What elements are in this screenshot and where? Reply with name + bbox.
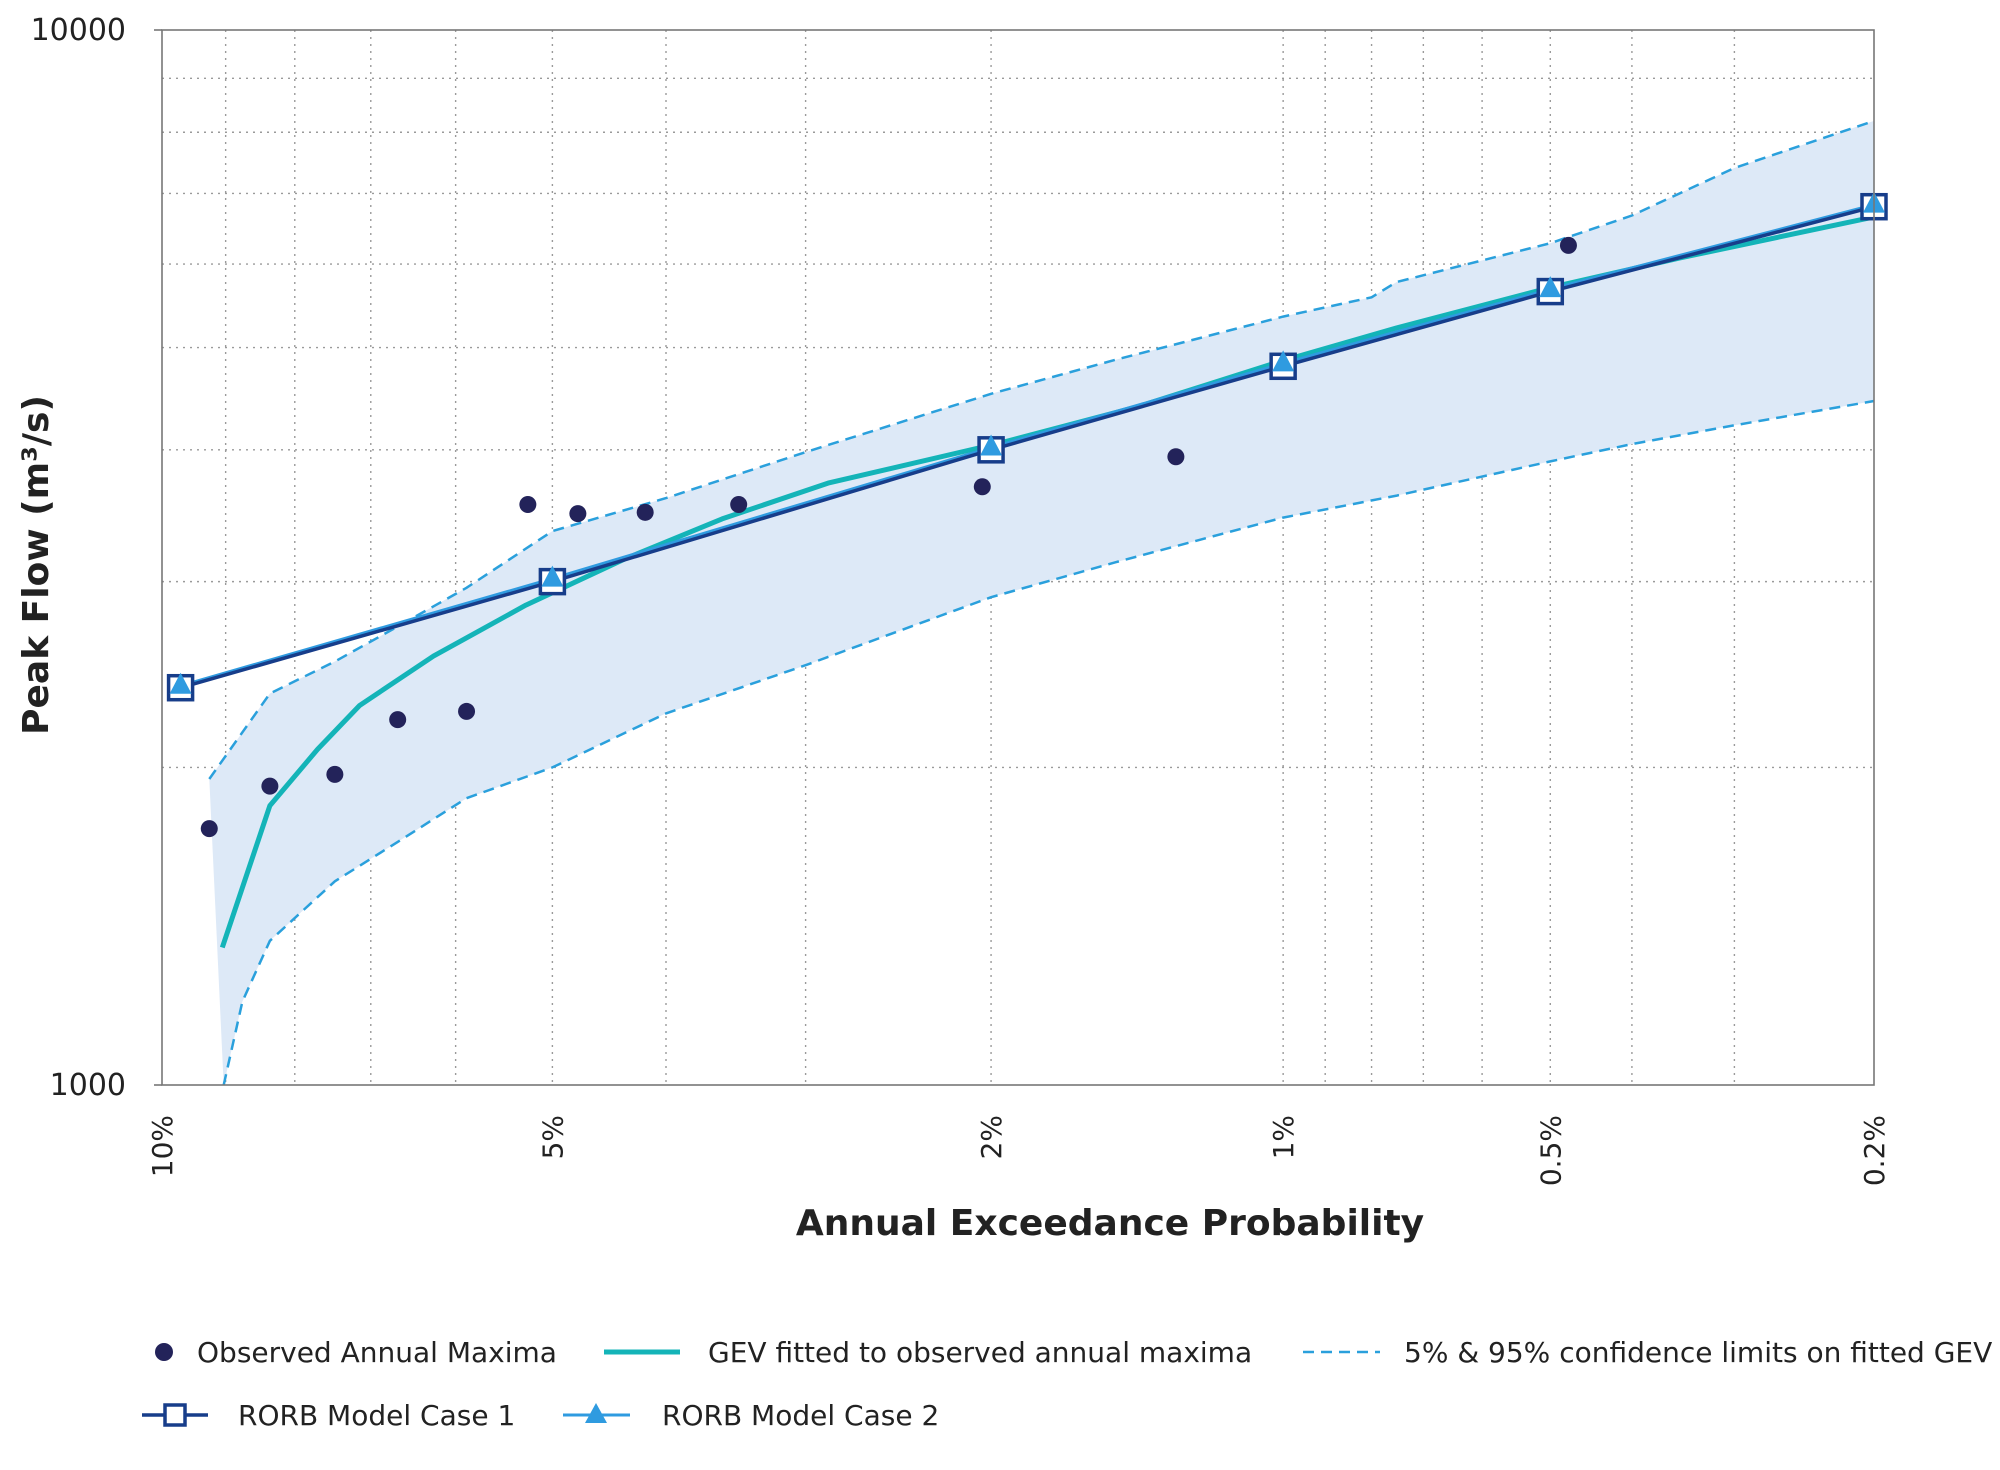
case2-line — [180, 203, 1875, 688]
legend-case2-marker — [585, 1403, 607, 1423]
grid — [162, 30, 1874, 1085]
axes — [154, 29, 1875, 1086]
observed-point — [200, 820, 218, 838]
legend-item-observed: Observed Annual Maxima — [155, 1336, 557, 1369]
observed-point — [519, 496, 537, 514]
y-tick-label: 1000 — [50, 1068, 126, 1103]
confidence-lower-line — [222, 399, 1875, 1086]
observed-point — [1559, 236, 1577, 254]
y-tick-label: 10000 — [31, 13, 126, 48]
y-axis-title: Peak Flow (m³/s) — [16, 395, 57, 735]
legend-case2-label: RORB Model Case 2 — [662, 1399, 939, 1432]
x-tick-label: 10% — [146, 1115, 179, 1177]
case2-marker — [541, 565, 564, 587]
case1-line — [180, 205, 1875, 690]
legend: Observed Annual Maxima GEV fitted to obs… — [142, 1336, 1992, 1432]
legend-item-gev: GEV fitted to observed annual maxima — [604, 1336, 1252, 1369]
case2-marker — [1539, 276, 1562, 298]
case2-marker — [980, 434, 1003, 456]
observed-point — [973, 478, 991, 496]
x-tick-label: 1% — [1267, 1115, 1300, 1159]
x-axis-title: Annual Exceedance Probability — [796, 1203, 1424, 1244]
observed-point — [261, 777, 279, 795]
legend-confidence-label: 5% & 95% confidence limits on fitted GEV — [1404, 1336, 1992, 1369]
legend-item-case2: RORB Model Case 2 — [563, 1399, 939, 1432]
legend-item-case1: RORB Model Case 1 — [142, 1399, 515, 1432]
observed-point — [458, 702, 476, 720]
legend-case1-label: RORB Model Case 1 — [238, 1399, 515, 1432]
confidence-band — [209, 120, 1874, 1085]
tick-labels: 1000 10000 10% 5% 2% 1% 0.5% 0.2% — [31, 13, 1891, 1186]
gev-line — [219, 214, 1875, 949]
x-tick-label: 0.2% — [1858, 1115, 1891, 1186]
observed-point — [569, 505, 587, 523]
legend-observed-marker — [155, 1343, 173, 1361]
observed-point — [326, 765, 344, 783]
observed-point — [730, 496, 748, 514]
legend-case1-marker — [163, 1403, 187, 1427]
legend-item-confidence: 5% & 95% confidence limits on fitted GEV — [1303, 1336, 1992, 1369]
confidence-upper-line — [208, 119, 1875, 780]
x-tick-label: 2% — [975, 1115, 1008, 1159]
legend-observed-label: Observed Annual Maxima — [197, 1336, 557, 1369]
observed-point — [389, 711, 407, 729]
observed-point — [1167, 448, 1185, 466]
case2-marker — [169, 672, 192, 694]
x-tick-label: 5% — [536, 1115, 569, 1159]
x-tick-label: 0.5% — [1534, 1115, 1567, 1186]
plot-frame — [161, 29, 1875, 1086]
observed-point — [636, 503, 654, 521]
case2-marker — [1272, 350, 1295, 372]
legend-gev-label: GEV fitted to observed annual maxima — [708, 1336, 1252, 1369]
